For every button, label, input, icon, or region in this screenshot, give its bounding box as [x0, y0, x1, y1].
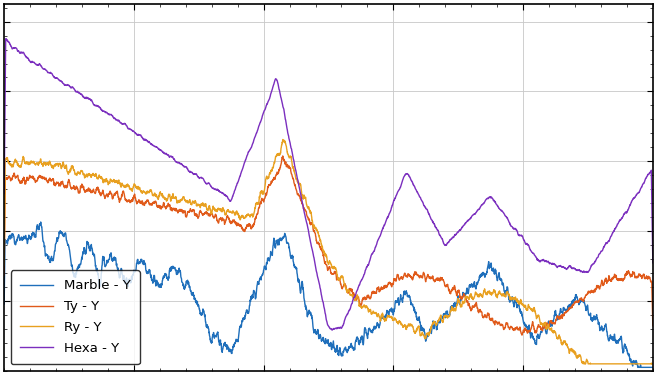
Ry - Y	[113, 180, 121, 184]
Ty - Y	[0, 273, 8, 278]
Marble - Y	[113, 264, 121, 268]
Line: Ty - Y: Ty - Y	[4, 156, 653, 335]
Hexa - Y	[249, 141, 257, 145]
Marble - Y	[637, 363, 645, 367]
Hexa - Y	[328, 328, 336, 332]
Ty - Y	[277, 162, 285, 166]
Ty - Y	[567, 306, 575, 310]
Marble - Y	[634, 365, 642, 370]
Marble - Y	[74, 264, 82, 268]
Ry - Y	[0, 263, 8, 267]
Marble - Y	[277, 237, 285, 242]
Ty - Y	[279, 154, 286, 158]
Ty - Y	[113, 190, 121, 195]
Hexa - Y	[2, 36, 10, 41]
Line: Ry - Y: Ry - Y	[4, 140, 653, 364]
Ty - Y	[518, 333, 526, 338]
Marble - Y	[37, 220, 45, 224]
Ry - Y	[637, 362, 645, 366]
Line: Hexa - Y: Hexa - Y	[4, 39, 653, 330]
Ty - Y	[649, 324, 657, 328]
Ry - Y	[580, 362, 588, 366]
Legend: Marble - Y, Ty - Y, Ry - Y, Hexa - Y: Marble - Y, Ty - Y, Ry - Y, Hexa - Y	[11, 270, 139, 364]
Ty - Y	[249, 224, 257, 229]
Hexa - Y	[0, 191, 8, 196]
Marble - Y	[566, 304, 574, 309]
Line: Marble - Y: Marble - Y	[4, 222, 653, 368]
Ry - Y	[279, 137, 286, 142]
Hexa - Y	[74, 90, 82, 94]
Ty - Y	[637, 274, 645, 279]
Ry - Y	[649, 362, 657, 366]
Hexa - Y	[113, 118, 121, 122]
Hexa - Y	[567, 264, 575, 269]
Hexa - Y	[637, 187, 645, 191]
Marble - Y	[0, 302, 8, 306]
Ry - Y	[277, 146, 285, 150]
Ry - Y	[74, 171, 82, 176]
Hexa - Y	[277, 97, 285, 101]
Marble - Y	[249, 292, 257, 297]
Ty - Y	[74, 189, 82, 194]
Hexa - Y	[649, 261, 657, 265]
Ry - Y	[566, 347, 574, 352]
Ry - Y	[249, 214, 257, 219]
Marble - Y	[649, 365, 657, 370]
